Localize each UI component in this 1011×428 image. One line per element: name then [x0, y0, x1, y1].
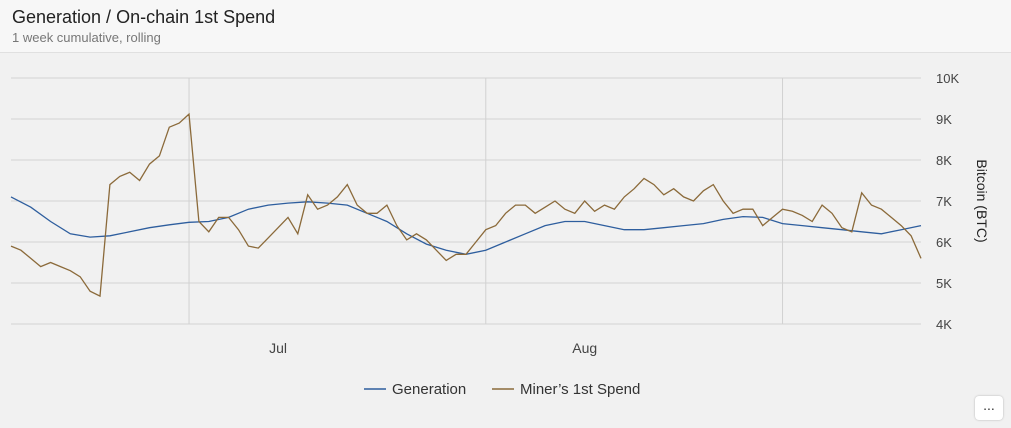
legend-item-generation[interactable]: Generation [364, 381, 466, 398]
legend-label: Miner’s 1st Spend [520, 381, 640, 398]
x-tick-label: Aug [572, 340, 597, 356]
chart-title: Generation / On-chain 1st Spend [12, 7, 276, 27]
y-axis-title: Bitcoin (BTC) [974, 159, 990, 242]
y-tick-label: 7K [936, 194, 952, 209]
legend: Generation Miner’s 1st Spend [364, 381, 640, 398]
grid [11, 77, 921, 325]
series-line-generation [10, 196, 922, 255]
chart-area: 4K 5K 6K 7K 8K 9K 10K Jul Aug Bitcoin (BTC) Gener… [10, 71, 990, 398]
y-tick-label: 5K [936, 276, 952, 291]
legend-item-miners-1st-spend[interactable]: Miner’s 1st Spend [492, 381, 640, 398]
y-tick-label: 10K [936, 71, 959, 86]
x-tick-label: Jul [269, 340, 287, 356]
y-tick-label: 8K [936, 153, 952, 168]
series-lines [10, 112, 922, 298]
axes: 4K 5K 6K 7K 8K 9K 10K Jul Aug Bitcoin (BTC) [269, 71, 990, 356]
series-line-miners-1st-spend [10, 112, 922, 298]
chart-subtitle: 1 week cumulative, rolling [12, 30, 161, 45]
y-tick-label: 6K [936, 235, 952, 250]
y-tick-label: 4K [936, 317, 952, 332]
legend-label: Generation [392, 381, 466, 398]
chart-header: Generation / On-chain 1st Spend 1 week c… [0, 0, 1011, 53]
more-options-button[interactable]: ... [975, 396, 1003, 420]
y-tick-label: 9K [936, 112, 952, 127]
